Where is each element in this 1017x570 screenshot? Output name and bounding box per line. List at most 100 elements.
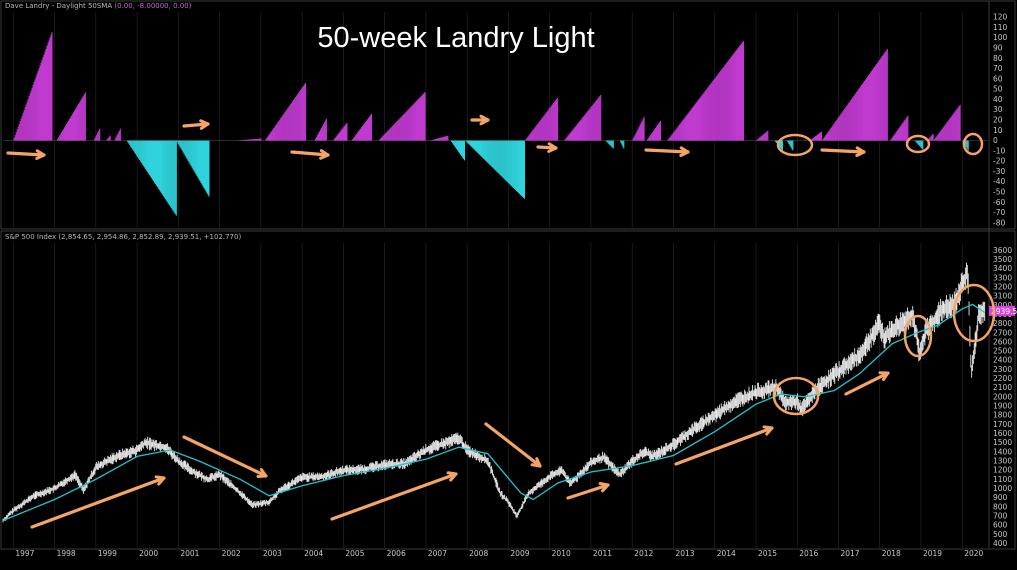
indicator-segment (236, 138, 262, 141)
indicator-segment (465, 140, 526, 199)
indicator-segment (890, 115, 909, 141)
annotation-circle (776, 133, 814, 157)
x-tick-label: 2011 (593, 549, 612, 558)
price-panel: S&P 500 Index (2,854.65, 2,954.86, 2,852… (0, 1, 1017, 558)
y-tick-label: 1300 (993, 456, 1012, 465)
indicator-segment (314, 118, 327, 141)
annotation-arrowhead (547, 142, 558, 153)
x-tick-label: 2018 (882, 549, 901, 558)
indicator-segment (667, 40, 745, 141)
y-tick-label: 1800 (993, 411, 1012, 420)
annotation-arrow (330, 472, 458, 521)
x-tick-label: 1997 (15, 549, 34, 558)
annotation-arrowhead (479, 114, 490, 126)
indicator-segment (632, 116, 645, 141)
y-tick-label: 20 (993, 116, 1003, 125)
indicator-segment (564, 94, 602, 141)
x-tick-label: 2002 (222, 549, 241, 558)
x-tick-label: 2003 (263, 549, 282, 558)
indicator-segment (127, 140, 177, 216)
x-tick-label: 2008 (469, 549, 488, 558)
indicator-segment (756, 130, 769, 141)
annotation-arrowhead (878, 371, 890, 382)
y-tick-label: 2400 (993, 356, 1012, 365)
y-tick-label: -50 (993, 188, 1005, 197)
annotation-arrowhead (319, 149, 330, 160)
annotation-arrow (674, 426, 774, 466)
indicator-panel: Dave Landry - Daylight 50SMA (0.00, -8.0… (0, 0, 1016, 230)
indicator-segment (106, 135, 111, 141)
x-tick-label: 2007 (428, 549, 447, 558)
indicator-segment (176, 140, 210, 197)
x-tick-label: 2004 (304, 549, 323, 558)
y-tick-label: 120 (993, 13, 1008, 22)
y-tick-label: 900 (993, 493, 1008, 502)
indicator-segment (378, 92, 426, 141)
y-tick-label: 1900 (993, 402, 1012, 411)
annotation-circle (772, 376, 820, 416)
y-tick-label: -10 (993, 146, 1005, 155)
annotation-arrowhead (199, 119, 210, 130)
y-tick-label: 1700 (993, 420, 1012, 429)
annotation-arrow (6, 151, 46, 157)
y-tick-label: 3400 (993, 264, 1012, 273)
annotation-arrow (182, 122, 210, 128)
y-tick-label: 90 (993, 44, 1003, 53)
indicator-segment (787, 140, 794, 151)
indicator-segment (451, 140, 466, 161)
x-tick-label: 2010 (552, 549, 571, 558)
chart-title: 50-week Landry Light (317, 22, 594, 54)
x-tick-label: 2005 (345, 549, 364, 558)
indicator-segment (605, 140, 614, 149)
indicator-header: Dave Landry - Daylight 50SMA (0.00, -8.0… (5, 2, 192, 10)
y-tick-label: 2600 (993, 337, 1012, 346)
annotation-arrowhead (855, 146, 866, 157)
x-tick-label: 2020 (964, 549, 983, 558)
indicator-segment (933, 104, 961, 141)
annotation-arrow (290, 150, 330, 157)
sma-line (2, 303, 986, 522)
y-tick-label: 500 (993, 530, 1008, 539)
annotation-circle (962, 132, 984, 156)
y-tick-label: 70 (993, 64, 1003, 73)
y-tick-label: 60 (993, 74, 1003, 83)
annotation-arrowhead (35, 149, 46, 160)
x-tick-label: 2017 (840, 549, 859, 558)
price-tag-box (989, 305, 1015, 316)
x-tick-label: 2013 (675, 549, 694, 558)
y-tick-label: -40 (993, 177, 1005, 186)
indicator-segment (57, 92, 86, 141)
y-tick-label: 800 (993, 502, 1008, 511)
y-tick-label: 1100 (993, 475, 1012, 484)
annotation-circle (903, 314, 933, 358)
indicator-segment (620, 140, 625, 149)
y-tick-label: 30 (993, 105, 1003, 114)
y-tick-label: 2800 (993, 319, 1012, 328)
y-tick-label: 3300 (993, 273, 1012, 282)
y-tick-label: 40 (993, 95, 1003, 104)
annotation-arrowhead (679, 146, 690, 157)
annotation-arrow (30, 476, 166, 529)
y-tick-label: 700 (993, 511, 1008, 520)
annotation-circle (952, 283, 996, 343)
y-tick-label: 3200 (993, 282, 1012, 291)
x-tick-label: 2014 (717, 549, 736, 558)
indicator-segment (13, 32, 53, 141)
annotation-arrowhead (256, 468, 268, 478)
y-tick-label: 600 (993, 521, 1008, 530)
x-tick-label: 2001 (180, 549, 199, 558)
annotation-arrowhead (762, 425, 774, 436)
y-tick-label: 10 (993, 126, 1003, 135)
annotation-arrowhead (598, 482, 610, 493)
indicator-segment (525, 97, 559, 141)
y-tick-label: 2200 (993, 374, 1012, 383)
x-tick-label: 2009 (510, 549, 529, 558)
indicator-segment (915, 140, 924, 150)
y-tick-label: 1600 (993, 429, 1012, 438)
x-tick-label: 2016 (799, 549, 818, 558)
annotation-circle (905, 134, 931, 154)
indicator-segment (265, 82, 307, 141)
y-tick-label: 1500 (993, 438, 1012, 447)
y-tick-label: 2100 (993, 383, 1012, 392)
